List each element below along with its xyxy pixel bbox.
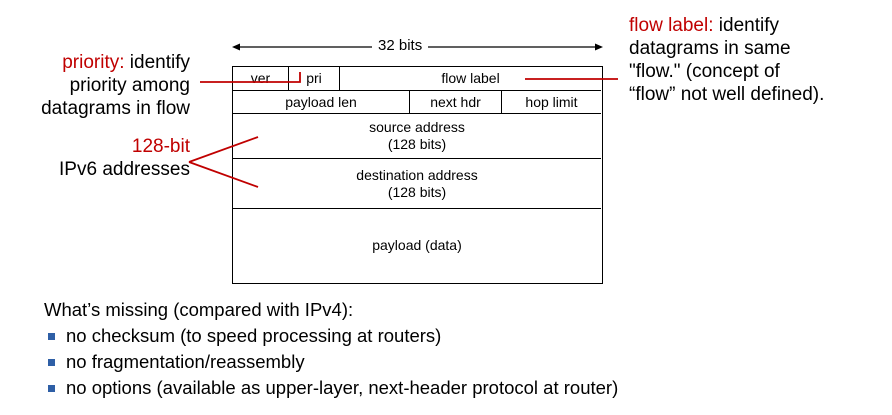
list-item-text: no options (available as upper-layer, ne…	[66, 377, 619, 398]
destination-address-pointer-line	[188, 161, 259, 188]
flow-label-text-2: datagrams in same	[629, 38, 791, 59]
bullet-square-icon	[48, 385, 55, 392]
source-address-bits: (128 bits)	[387, 136, 447, 152]
field-payload: payload (data)	[233, 208, 601, 282]
missing-heading: What’s missing (compared with IPv4):	[44, 299, 354, 320]
flow-label-text-3: "flow." (concept of	[629, 61, 780, 82]
priority-text-1: identify	[129, 52, 190, 73]
flow-label-callout: flow label: identify datagrams in same "…	[629, 14, 824, 106]
flow-label-text-4: “flow” not well defined).	[629, 84, 825, 105]
field-destination-address: destination address (128 bits)	[233, 158, 601, 208]
list-item: no fragmentation/reassembly	[44, 349, 618, 375]
address-callout: 128-bit IPv6 addresses	[14, 135, 190, 181]
source-address-label: source address	[369, 119, 465, 135]
address-callout-line1: 128-bit	[131, 136, 190, 157]
list-item-text: no fragmentation/reassembly	[66, 351, 305, 372]
address-callout-line2: IPv6 addresses	[59, 159, 190, 180]
field-flow-label: flow label	[339, 67, 601, 90]
list-item: no checksum (to speed processing at rout…	[44, 323, 618, 349]
flow-label-term: flow label:	[629, 15, 714, 36]
destination-address-label: destination address	[356, 166, 478, 183]
priority-text-3: datagrams in flow	[41, 98, 190, 119]
ipv6-header-diagram: ver pri flow label payload len next hdr …	[232, 66, 603, 284]
priority-term: priority:	[62, 52, 125, 73]
field-hop-limit: hop limit	[501, 90, 601, 113]
destination-address-bits: (128 bits)	[387, 183, 447, 200]
field-next-hdr: next hdr	[409, 90, 501, 113]
list-item: no options (available as upper-layer, ne…	[44, 375, 618, 401]
field-pri: pri	[288, 67, 339, 90]
width-label: 32 bits	[372, 37, 429, 54]
missing-features-list: What’s missing (compared with IPv4): no …	[44, 297, 618, 401]
priority-pointer-line	[200, 72, 301, 83]
list-item-text: no checksum (to speed processing at rout…	[66, 325, 442, 346]
priority-text-2: priority among	[69, 75, 190, 96]
bullet-square-icon	[48, 359, 55, 366]
flow-label-text-1: identify	[718, 15, 779, 36]
field-source-address: source address (128 bits)	[233, 113, 601, 158]
source-address-pointer-line	[188, 136, 259, 163]
priority-callout: priority: identify priority among datagr…	[14, 51, 190, 120]
bullet-square-icon	[48, 333, 55, 340]
field-payload-len: payload len	[233, 90, 409, 113]
